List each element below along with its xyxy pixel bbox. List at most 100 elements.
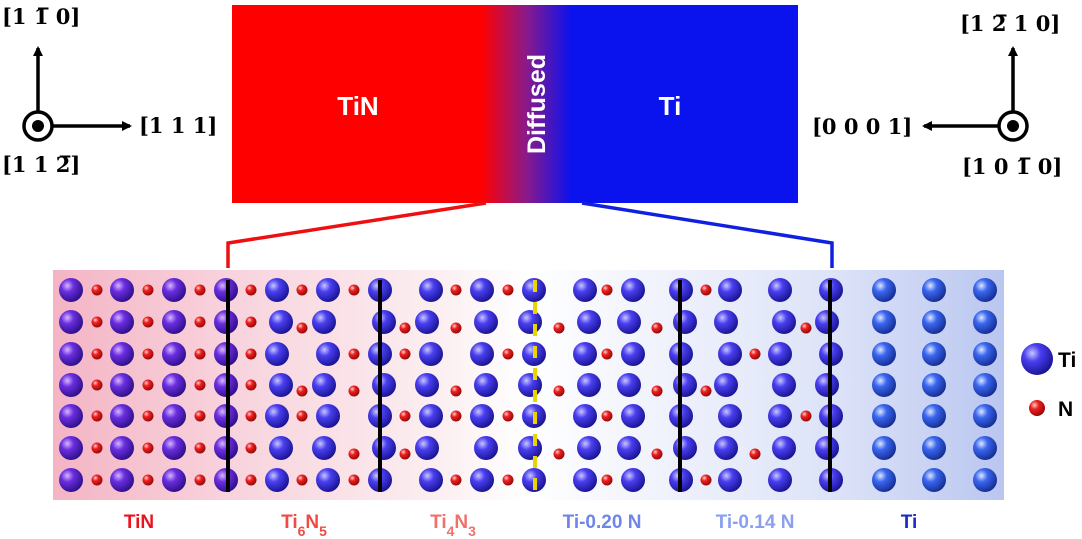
n-atom [296,474,308,486]
ti-atom [973,278,997,302]
ti-atom [419,342,443,366]
n-atom [450,410,462,422]
ti-atom [312,436,336,460]
ti-atom [772,310,796,334]
n-atom [348,348,360,360]
ti-atom [872,468,896,492]
ti-atom [372,436,396,460]
ti-atom [59,310,83,334]
n-atom [194,379,206,391]
zoom-line-red [226,201,487,268]
ti-atom [617,373,641,397]
ti-atom [872,278,896,302]
ti-atom [573,404,597,428]
n-atom [502,348,514,360]
n-atom [194,410,206,422]
ti-atom [470,404,494,428]
n-atom [194,348,206,360]
ti-atom [617,436,641,460]
ti-atom [162,404,186,428]
ti-atom [718,404,742,428]
phase-labels: TiN Ti6N5 Ti4N3 Ti-0.20 N Ti-0.14 N Ti [124,512,917,539]
ti-atom [59,373,83,397]
ti-atom [59,436,83,460]
n-atom [296,385,308,397]
n-atom [245,474,257,486]
ti-atom [922,310,946,334]
n-atom [245,316,257,328]
n-atom [450,385,462,397]
ti-atom [518,310,542,334]
left-axis-up-label: [1 1̅ 0] [2,4,80,29]
n-atom [245,348,257,360]
n-atom [749,448,761,460]
ti-atom [470,468,494,492]
ti-atom [815,436,839,460]
n-atom [245,410,257,422]
ti-atom [714,436,738,460]
ti-atom [316,342,340,366]
ti-atom [110,342,134,366]
n-atom [601,284,613,296]
ti-atom [110,404,134,428]
n-atom [142,316,154,328]
n-atom [700,474,712,486]
n-atom [91,474,103,486]
ti-atom [265,468,289,492]
atomic-structure-panel [53,270,1004,500]
phase-label-ti6n5: Ti6N5 [281,512,327,539]
legend: Ti N [1021,343,1076,421]
ti-atom [673,373,697,397]
ti-atom [768,342,792,366]
n-atom [399,348,411,360]
right-axis-out-label: [1 0 1̅ 0] [962,154,1062,179]
ti-atom [573,278,597,302]
ti-atom [265,404,289,428]
ti-atom [474,436,498,460]
ti-atom [59,342,83,366]
ti-atom [577,436,601,460]
left-axis-out-dot-icon [32,120,44,132]
ti-atom [922,468,946,492]
ti-atom [973,436,997,460]
n-atom [700,284,712,296]
n-atom [91,348,103,360]
n-atom [91,442,103,454]
ti-atom [162,468,186,492]
ti-atom [772,436,796,460]
n-atom [651,322,663,334]
ti-atom [577,310,601,334]
n-atom [502,410,514,422]
ti-atom [59,278,83,302]
ti-atom [415,373,439,397]
n-atom [91,316,103,328]
ti-atom [316,278,340,302]
left-axis-out-label: [1 1 2̅] [2,152,80,177]
ti-atom [772,373,796,397]
ti-atom [419,278,443,302]
n-atom [296,322,308,334]
n-atom [502,284,514,296]
ti-atom [922,342,946,366]
n-atom [194,442,206,454]
n-atom [450,322,462,334]
ti-atom [872,404,896,428]
ti-atom [718,342,742,366]
n-atom [194,474,206,486]
ti-atom [621,278,645,302]
left-axis-right-label: [1 1 1] [139,113,217,138]
ti-atom [872,310,896,334]
ti-atom [312,310,336,334]
ti-atom [59,468,83,492]
right-axes: [1 2̅ 1 0] [0 0 0 1] [1 0 1̅ 0] [812,11,1062,179]
legend-n-label: N [1058,398,1073,421]
ti-atom [415,436,439,460]
ti-atom [59,404,83,428]
ti-atom [269,436,293,460]
ti-atom [162,278,186,302]
ti-atom [419,468,443,492]
n-atom [296,284,308,296]
ti-atom [922,278,946,302]
ti-atom [621,468,645,492]
legend-ti-label: Ti [1058,349,1076,372]
